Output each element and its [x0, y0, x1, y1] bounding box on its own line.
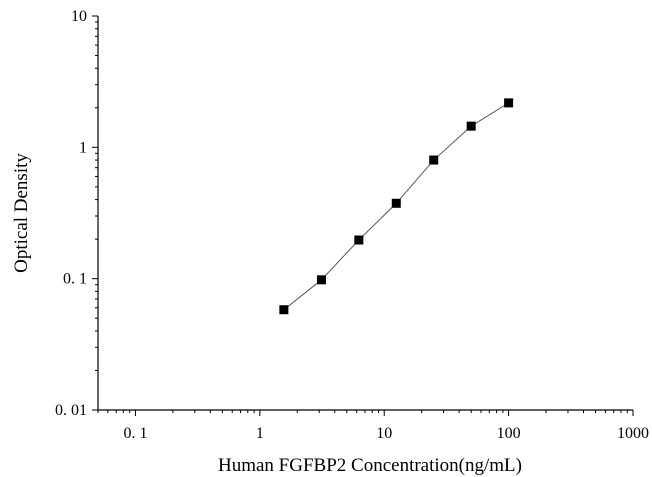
- data-point-marker: [354, 235, 364, 245]
- tick-labels: 0. 1 1 10 100 1000 0. 01 0. 1 1 10: [55, 8, 649, 442]
- x-tick-label: 100: [497, 425, 521, 442]
- data-point-marker: [279, 305, 289, 315]
- y-tick-label: 0. 01: [55, 402, 87, 419]
- y-axis-title: Optical Density: [11, 153, 32, 273]
- axes: [97, 16, 633, 411]
- data-series: [279, 98, 514, 315]
- data-point-marker: [504, 98, 514, 108]
- x-tick-label: 0. 1: [123, 425, 147, 442]
- x-tick-label: 1000: [617, 425, 649, 442]
- data-point-marker: [466, 121, 476, 131]
- y-tick-label: 10: [71, 8, 87, 25]
- data-point-marker: [391, 198, 401, 208]
- data-point-marker: [316, 275, 326, 285]
- tick-marks: [92, 15, 634, 416]
- y-tick-label: 1: [79, 139, 87, 156]
- y-tick-label: 0. 1: [63, 271, 87, 288]
- x-tick-label: 1: [256, 425, 264, 442]
- data-point-marker: [429, 155, 439, 165]
- x-tick-label: 10: [376, 425, 392, 442]
- x-axis-title: Human FGFBP2 Concentration(ng/mL): [218, 455, 522, 476]
